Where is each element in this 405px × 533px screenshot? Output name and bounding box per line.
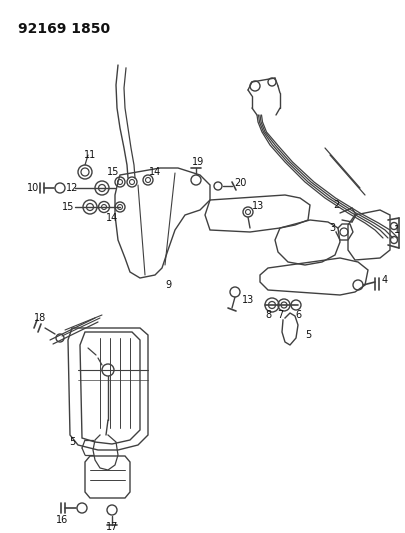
Text: 8: 8 bbox=[264, 310, 271, 320]
Text: 2: 2 bbox=[332, 200, 338, 210]
Text: 4: 4 bbox=[381, 275, 387, 285]
Text: 15: 15 bbox=[107, 167, 119, 177]
Text: 13: 13 bbox=[251, 201, 264, 211]
Text: 5: 5 bbox=[69, 437, 75, 447]
Text: 14: 14 bbox=[149, 167, 161, 177]
Text: 13: 13 bbox=[241, 295, 254, 305]
Text: 19: 19 bbox=[192, 157, 204, 167]
Text: 18: 18 bbox=[34, 313, 46, 323]
Text: 7: 7 bbox=[276, 310, 282, 320]
Text: 5: 5 bbox=[304, 330, 310, 340]
Text: 20: 20 bbox=[233, 178, 245, 188]
Text: 16: 16 bbox=[56, 515, 68, 525]
Text: 15: 15 bbox=[62, 202, 74, 212]
Text: 1: 1 bbox=[393, 225, 399, 235]
Text: 14: 14 bbox=[106, 213, 118, 223]
Text: 10: 10 bbox=[27, 183, 39, 193]
Text: 6: 6 bbox=[294, 310, 301, 320]
Text: 92169 1850: 92169 1850 bbox=[18, 22, 110, 36]
Text: 12: 12 bbox=[66, 183, 78, 193]
Text: 9: 9 bbox=[164, 280, 171, 290]
Text: 11: 11 bbox=[84, 150, 96, 160]
Text: 3: 3 bbox=[328, 223, 334, 233]
Text: 17: 17 bbox=[106, 522, 118, 532]
